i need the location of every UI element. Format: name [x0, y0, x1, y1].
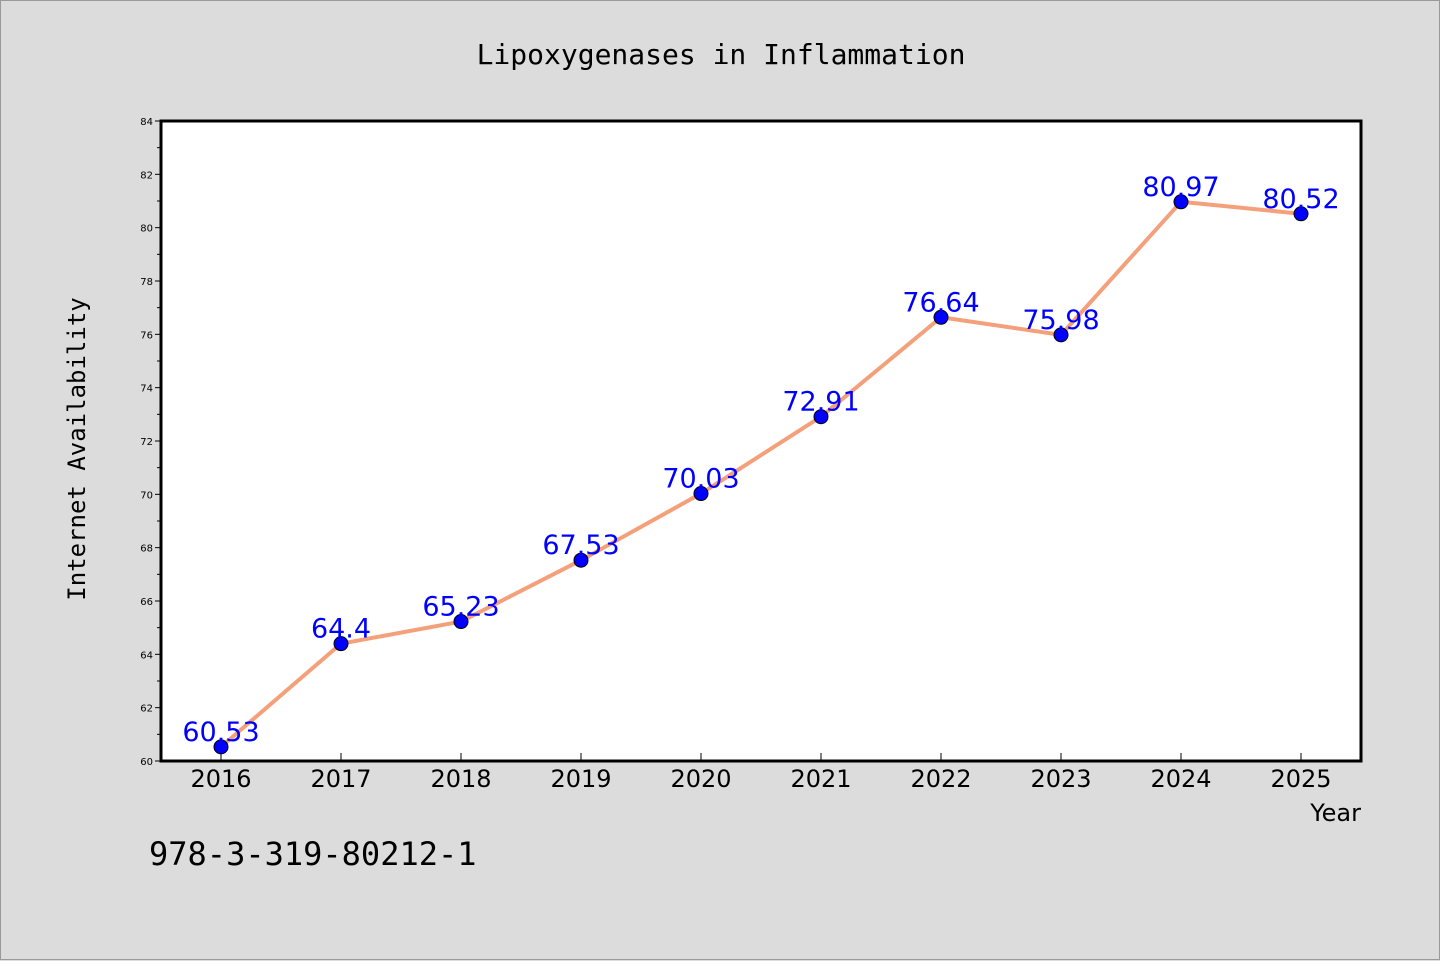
- y-tick-label: 64: [140, 650, 153, 661]
- y-tick-label: 68: [140, 544, 153, 555]
- series-polyline: [219, 199, 1303, 749]
- chart-title: Lipoxygenases in Inflammation: [477, 38, 966, 71]
- y-tick-label: 84: [140, 117, 153, 128]
- data-point-marker: [933, 309, 949, 325]
- x-tick-label: 2019: [550, 765, 611, 793]
- x-tick-label: 2022: [910, 765, 971, 793]
- data-label: 65.23: [422, 592, 499, 623]
- y-axis: 60 62 64 66 68 70 72 74 76 78 80 82 84: [140, 117, 161, 768]
- x-tick-label: 2018: [430, 765, 491, 793]
- footnote-isbn: 978-3-319-80212-1: [149, 835, 477, 873]
- data-label: 75.98: [1022, 305, 1099, 336]
- data-point-marker: [573, 552, 589, 568]
- data-label: 76.64: [902, 287, 979, 318]
- data-point-marker: [213, 739, 229, 755]
- data-label: 64.4: [311, 614, 371, 645]
- data-point-marker: [1293, 206, 1309, 222]
- y-tick-label: 66: [140, 597, 153, 608]
- data-point-marker: [1173, 194, 1189, 210]
- x-tick-label: 2023: [1030, 765, 1091, 793]
- y-tick-label: 72: [140, 437, 153, 448]
- series-markers: [213, 194, 1309, 755]
- x-tick-label: 2025: [1270, 765, 1331, 793]
- data-label: 80.97: [1142, 172, 1219, 203]
- data-point-marker: [813, 409, 829, 425]
- y-axis-label: Internet Availability: [63, 297, 91, 600]
- series-line: [219, 199, 1303, 749]
- x-axis-label: Year: [1309, 799, 1361, 827]
- data-label: 70.03: [662, 464, 739, 495]
- data-point-marker: [453, 614, 469, 630]
- y-tick-label: 70: [140, 490, 153, 501]
- data-labels: 60.53 64.4 65.23 67.53 70.03 72.91 76.64 75.98 8…: [182, 172, 1339, 748]
- x-tick-label: 2016: [190, 765, 251, 793]
- data-label: 72.91: [782, 387, 859, 418]
- data-label: 80.52: [1262, 184, 1339, 215]
- x-tick-label: 2017: [310, 765, 371, 793]
- data-label: 60.53: [182, 717, 259, 748]
- x-tick-label: 2021: [790, 765, 851, 793]
- y-tick-label: 82: [140, 170, 153, 181]
- y-tick-label: 80: [140, 224, 153, 235]
- x-axis: 2016 2017 2018 2019 2020 2021 2022 2023 2024 2025: [190, 753, 1332, 793]
- y-tick-label: 62: [140, 704, 153, 715]
- plot-area: [159, 119, 1363, 763]
- data-point-marker: [333, 636, 349, 652]
- y-tick-label: 60: [140, 757, 153, 768]
- y-tick-label: 78: [140, 277, 153, 288]
- data-label: 67.53: [542, 530, 619, 561]
- data-point-marker: [1053, 327, 1069, 343]
- x-tick-label: 2020: [670, 765, 731, 793]
- y-tick-label: 74: [140, 384, 153, 395]
- data-point-marker: [693, 486, 709, 502]
- x-tick-label: 2024: [1150, 765, 1211, 793]
- y-tick-label: 76: [140, 330, 153, 341]
